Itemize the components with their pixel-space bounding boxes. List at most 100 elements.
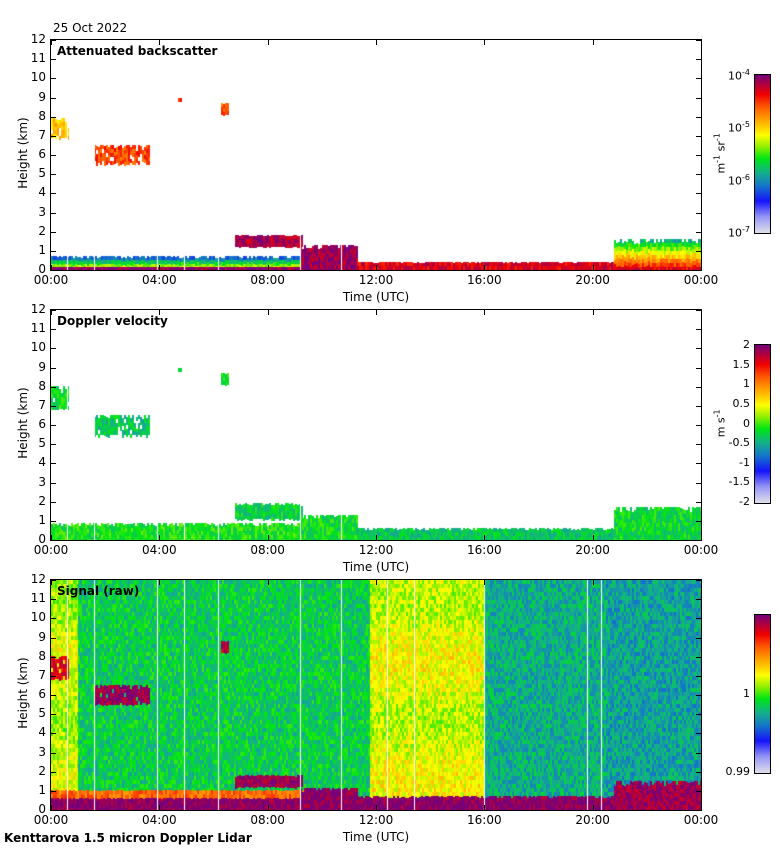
y-tick-label: 0 (38, 802, 46, 816)
x-tick-mark (376, 40, 377, 45)
x-tick-mark (592, 805, 594, 810)
x-tick-label: 00:00 (33, 813, 69, 827)
y-tick-mark (696, 212, 701, 214)
y-tick-mark (51, 116, 56, 118)
y-tick-mark (51, 675, 56, 677)
x-axis-label: Time (UTC) (342, 560, 410, 574)
y-tick-mark (696, 329, 701, 331)
signal-plot-area: Signal (raw) (50, 579, 702, 811)
y-tick-mark (51, 155, 56, 156)
signal-colorbar (754, 614, 771, 774)
y-tick-label: 8 (38, 648, 46, 663)
colorbar-tick-label: 10-6 (728, 172, 750, 188)
y-tick-mark (696, 501, 701, 503)
backscatter-colorbar (754, 74, 771, 234)
x-tick-mark (376, 265, 377, 270)
y-tick-label: 10 (30, 70, 46, 85)
y-tick-label: 10 (30, 340, 46, 355)
x-tick-mark (701, 310, 702, 315)
y-tick-label: 5 (38, 706, 46, 721)
y-tick-mark (696, 348, 701, 350)
x-tick-label: 16:00 (467, 543, 502, 557)
x-tick-mark (159, 580, 161, 585)
x-tick-mark (159, 535, 161, 540)
y-tick-label: 4 (38, 725, 46, 740)
y-tick-mark (51, 174, 56, 176)
y-tick-mark (51, 540, 56, 541)
x-tick-mark (159, 805, 161, 810)
x-tick-mark (159, 40, 161, 45)
y-tick-mark (696, 40, 701, 41)
x-tick-mark (376, 310, 377, 315)
y-tick-mark (696, 540, 701, 541)
velocity-plot-area: Doppler velocity (50, 309, 702, 541)
y-tick-label: 6 (38, 147, 46, 161)
y-tick-mark (696, 425, 701, 426)
colorbar-tick-label: -0.5 (728, 436, 750, 450)
y-tick-label: 12 (30, 302, 46, 316)
y-tick-label: 6 (38, 687, 46, 701)
colorbar-unit-label: m s-1 (712, 409, 728, 438)
x-tick-label: 20:00 (575, 273, 610, 287)
y-tick-label: 10 (30, 610, 46, 625)
x-tick-mark (484, 310, 486, 315)
x-tick-mark (701, 805, 702, 810)
velocity-title: Doppler velocity (57, 314, 168, 328)
y-tick-mark (51, 656, 56, 658)
x-tick-label: 16:00 (467, 813, 502, 827)
y-tick-label: 8 (38, 108, 46, 123)
y-tick-mark (696, 695, 701, 696)
y-tick-mark (696, 116, 701, 118)
x-tick-mark (51, 535, 52, 540)
x-axis-label: Time (UTC) (342, 830, 410, 844)
colorbar-tick-label: 1 (743, 686, 750, 700)
y-tick-mark (696, 310, 701, 311)
colorbar-tick-label: -1.5 (728, 475, 750, 489)
colorbar-tick-label: 0 (743, 416, 750, 430)
y-tick-mark (696, 193, 701, 195)
x-tick-label: 16:00 (467, 273, 502, 287)
x-tick-label: 04:00 (142, 813, 177, 827)
y-tick-mark (696, 656, 701, 658)
signal-heatmap (51, 580, 701, 810)
x-axis-label: Time (UTC) (342, 290, 410, 304)
y-tick-mark (696, 97, 701, 99)
x-tick-mark (484, 40, 486, 45)
x-tick-mark (159, 265, 161, 270)
y-tick-label: 7 (38, 397, 46, 412)
x-tick-mark (592, 580, 594, 585)
y-tick-mark (51, 405, 56, 407)
y-tick-label: 0 (38, 262, 46, 276)
x-tick-mark (376, 805, 377, 810)
x-tick-label: 08:00 (250, 273, 285, 287)
x-tick-mark (592, 535, 594, 540)
y-axis-label: Height (km) (16, 387, 30, 459)
x-tick-mark (376, 580, 377, 585)
instrument-label: Kenttarova 1.5 micron Doppler Lidar (4, 831, 252, 845)
y-tick-mark (51, 78, 56, 80)
y-tick-label: 3 (38, 744, 46, 759)
y-tick-label: 5 (38, 166, 46, 181)
y-tick-mark (51, 250, 56, 252)
y-tick-label: 7 (38, 127, 46, 142)
y-tick-mark (696, 520, 701, 522)
y-tick-mark (51, 733, 56, 735)
y-axis-label: Height (km) (16, 117, 30, 189)
x-tick-mark (267, 310, 269, 315)
y-tick-mark (51, 501, 56, 503)
y-tick-mark (696, 618, 701, 620)
y-tick-mark (51, 59, 56, 61)
x-tick-label: 00:00 (683, 543, 719, 557)
y-tick-mark (696, 714, 701, 716)
y-tick-mark (696, 59, 701, 61)
y-tick-label: 5 (38, 436, 46, 451)
y-tick-mark (51, 714, 56, 716)
x-tick-mark (51, 40, 52, 45)
y-tick-mark (51, 231, 56, 233)
y-tick-label: 0 (38, 532, 46, 546)
x-tick-mark (267, 805, 269, 810)
y-tick-mark (51, 270, 56, 271)
y-tick-mark (696, 270, 701, 271)
x-tick-mark (484, 805, 486, 810)
y-tick-mark (696, 174, 701, 176)
